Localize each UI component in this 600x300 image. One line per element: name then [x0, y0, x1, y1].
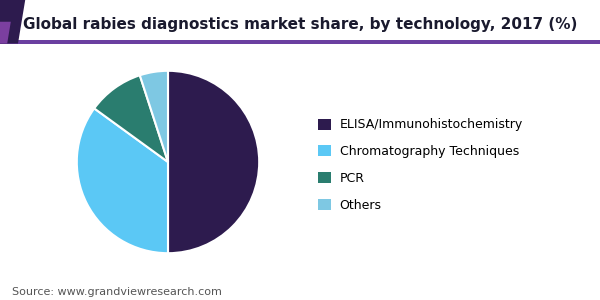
Wedge shape: [168, 71, 259, 253]
Wedge shape: [94, 75, 168, 162]
Text: Global rabies diagnostics market share, by technology, 2017 (%): Global rabies diagnostics market share, …: [23, 16, 577, 32]
Legend: ELISA/Immunohistochemistry, Chromatography Techniques, PCR, Others: ELISA/Immunohistochemistry, Chromatograp…: [318, 118, 523, 212]
Polygon shape: [0, 22, 11, 44]
Polygon shape: [0, 0, 25, 44]
Wedge shape: [77, 108, 168, 253]
Wedge shape: [140, 71, 168, 162]
Text: Source: www.grandviewresearch.com: Source: www.grandviewresearch.com: [12, 287, 222, 297]
